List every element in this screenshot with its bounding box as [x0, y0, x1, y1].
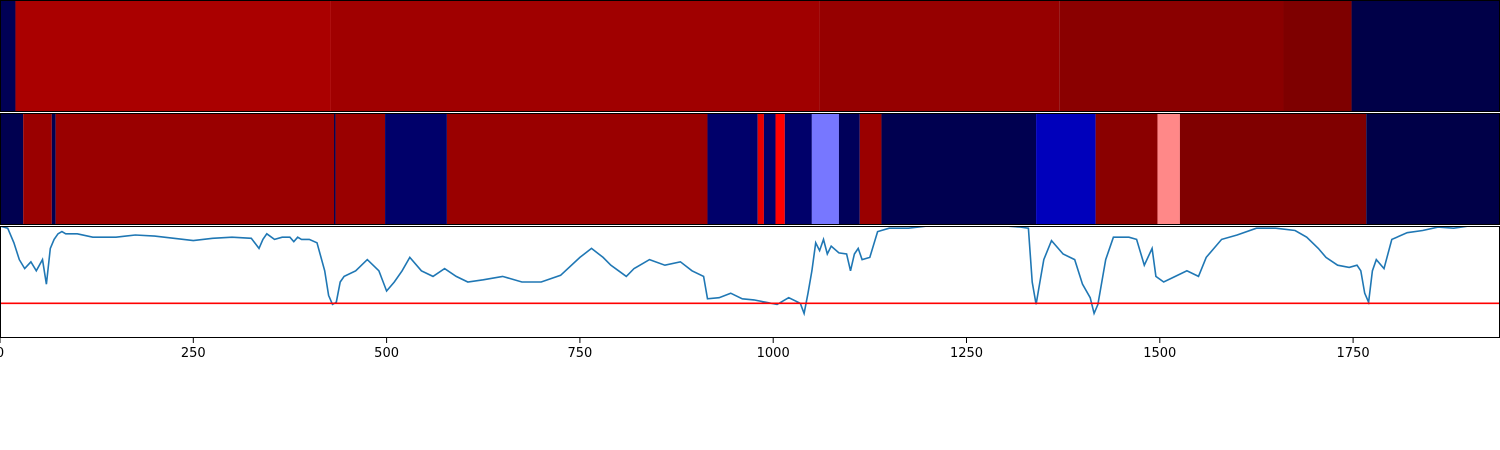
band-top-segment-3 [819, 0, 1060, 112]
line-panel-background [0, 226, 1500, 338]
band-middle-segment-20 [1179, 113, 1367, 225]
band-middle-segment-19 [1157, 113, 1180, 225]
x-tick-label-4: 1000 [757, 346, 790, 361]
band-top-segment-2 [330, 0, 820, 112]
band-top-segment-0 [0, 0, 16, 112]
band-middle-segment-10 [763, 113, 776, 225]
band-middle-segment-5 [335, 113, 386, 225]
band-middle-segment-14 [838, 113, 860, 225]
x-tick-label-6: 1500 [1143, 346, 1176, 361]
band-middle-segment-0 [0, 113, 24, 225]
band-middle-segment-16 [881, 113, 1037, 225]
band-middle-segment-1 [23, 113, 52, 225]
band-middle-segment-15 [859, 113, 882, 225]
band-middle-segment-2 [51, 113, 56, 225]
band-middle-segment-4 [334, 113, 336, 225]
x-tick-label-5: 1250 [950, 346, 983, 361]
band-middle-segment-12 [784, 113, 812, 225]
x-tick-label-1: 250 [181, 346, 206, 361]
band-middle-segment-13 [811, 113, 839, 225]
band-middle-segment-11 [775, 113, 785, 225]
series-line [0, 226, 1500, 317]
band-middle-segment-8 [707, 113, 758, 225]
band-middle-segment-18 [1095, 113, 1158, 225]
x-tick-label-0: 0 [0, 346, 4, 361]
band-top-segment-4 [1059, 0, 1284, 112]
band-top-segment-1 [15, 0, 331, 112]
band-middle-segment-7 [446, 113, 708, 225]
x-axis: 0 250 500 750 1000 1250 1500 1750 [0, 338, 1370, 361]
band-middle-segment-6 [385, 113, 447, 225]
band-middle-segment-3 [55, 113, 335, 225]
band-top-segment-6 [1351, 0, 1500, 112]
band-middle-segment-21 [1366, 113, 1500, 225]
x-tick-label-7: 1750 [1337, 346, 1370, 361]
middle-band-panel [0, 113, 1500, 225]
top-band-panel [0, 0, 1500, 112]
line-panel [0, 226, 1500, 338]
x-tick-label-2: 500 [374, 346, 399, 361]
band-top-segment-5 [1283, 0, 1352, 112]
band-middle-segment-9 [757, 113, 764, 225]
x-tick-label-3: 750 [567, 346, 592, 361]
band-middle-segment-17 [1036, 113, 1096, 225]
